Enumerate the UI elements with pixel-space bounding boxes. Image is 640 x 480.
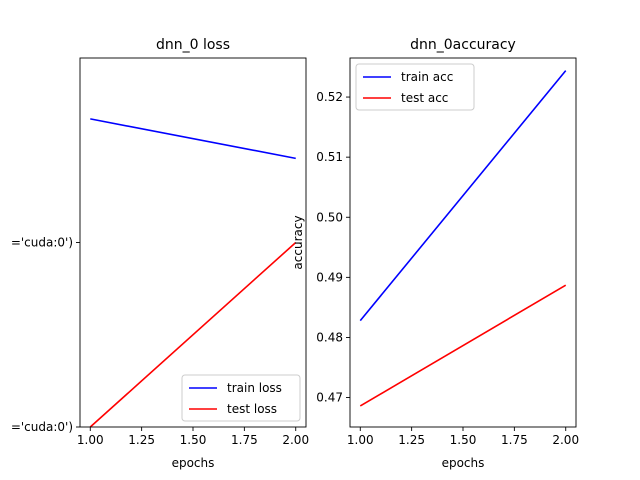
- x-tick-label: 1.50: [450, 433, 477, 447]
- x-tick-label: 2.00: [552, 433, 579, 447]
- legend-label: train acc: [401, 70, 453, 84]
- y-tick-label: 0.49: [316, 270, 343, 284]
- y-axis-label: accuracy: [291, 215, 305, 269]
- x-tick-label: 1.25: [128, 433, 155, 447]
- y-tick-label: 0.52: [316, 90, 343, 104]
- y-tick-label: 0.48: [316, 330, 343, 344]
- y-tick-label: 0.51: [316, 150, 343, 164]
- x-tick-label: 1.50: [180, 433, 207, 447]
- x-tick-label: 1.25: [398, 433, 425, 447]
- y-tick-label: 0.47: [316, 391, 343, 405]
- x-tick-label: 1.75: [501, 433, 528, 447]
- legend-label: test loss: [227, 402, 277, 416]
- x-axis-label: epochs: [172, 456, 215, 470]
- x-tick-label: 2.00: [282, 433, 309, 447]
- series-line-test-acc: [359, 284, 567, 407]
- accuracy-chart: 1.00 1.25 1.50 1.75 2.00 0.47 0.48 0.49 0.50 0.51…: [291, 37, 579, 470]
- series-line-test-loss: [89, 241, 297, 428]
- x-tick-label: 1.75: [231, 433, 258, 447]
- x-axis-label: epochs: [442, 456, 485, 470]
- x-tick-label: 1.00: [77, 433, 104, 447]
- x-tick-label: 1.00: [347, 433, 374, 447]
- chart-title: dnn_0 loss: [156, 37, 230, 53]
- legend-label: test acc: [401, 91, 448, 105]
- chart-title: dnn_0accuracy: [410, 37, 516, 53]
- loss-chart: 1.00 1.25 1.50 1.75 2.00 ='cuda:0') ='cuda:0')…: [11, 37, 309, 470]
- legend-label: train loss: [227, 381, 282, 395]
- y-tick-label: ='cuda:0'): [11, 420, 73, 434]
- legend: train loss test loss: [181, 374, 301, 422]
- y-tick-label: ='cuda:0'): [11, 236, 73, 250]
- series-line-train-acc: [359, 70, 567, 322]
- series-line-train-loss: [90, 118, 296, 160]
- y-tick-label: 0.50: [316, 210, 343, 224]
- legend: train acc test acc: [355, 63, 475, 111]
